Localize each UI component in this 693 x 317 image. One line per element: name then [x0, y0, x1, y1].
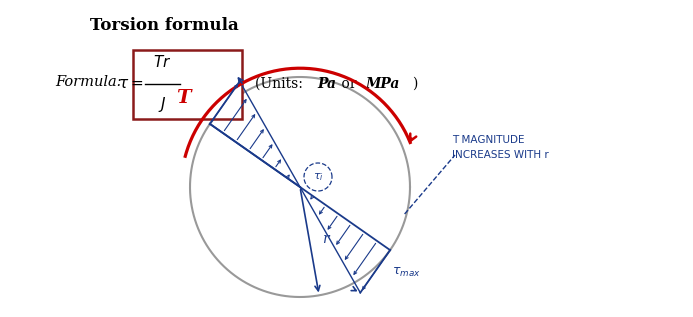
- Text: MPa: MPa: [365, 77, 399, 91]
- Text: or: or: [337, 77, 361, 91]
- Text: $\tau_i$: $\tau_i$: [313, 171, 324, 183]
- Text: Pa: Pa: [317, 77, 336, 91]
- Text: INCREASES WITH r: INCREASES WITH r: [452, 150, 549, 160]
- Text: Torsion formula: Torsion formula: [90, 17, 239, 34]
- Text: ): ): [412, 77, 417, 91]
- Text: $J$: $J$: [158, 95, 166, 114]
- FancyBboxPatch shape: [133, 50, 242, 119]
- Text: T MAGNITUDE: T MAGNITUDE: [452, 135, 525, 145]
- Text: r: r: [322, 232, 328, 246]
- Text: $\tau_{max}$: $\tau_{max}$: [392, 266, 421, 279]
- Text: (Units:: (Units:: [255, 77, 307, 91]
- Text: $\tau =$: $\tau =$: [118, 77, 143, 91]
- Text: Formula:: Formula:: [55, 75, 122, 89]
- Text: $Tr$: $Tr$: [153, 54, 171, 70]
- Text: T: T: [176, 89, 191, 107]
